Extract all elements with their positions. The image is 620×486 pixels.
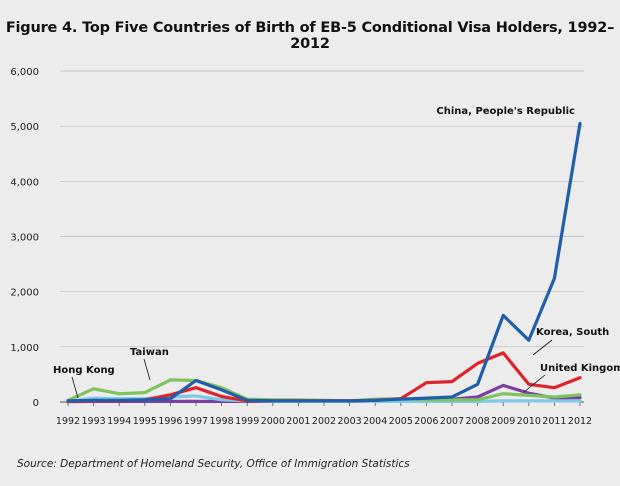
label-leader-line [523,374,546,393]
x-tick-label: 2002 [312,416,336,427]
x-tick-label: 2004 [363,416,387,427]
x-tick-label: 1998 [210,416,234,427]
series-label: Korea, South [536,327,609,338]
y-tick-label: 4,000 [10,177,39,188]
x-tick-label: 2007 [440,416,464,427]
x-tick-label: 2000 [261,416,285,427]
series-label: Hong Kong [53,365,115,376]
label-leader-line [143,358,151,381]
series-labels: China, People's Republic Korea, South Unit… [53,106,620,399]
y-tick-label: 1,000 [10,343,39,354]
y-tick-label: 6,000 [10,67,39,78]
chart-title: Figure 4. Top Five Countries of Birth of… [5,20,615,52]
x-tick-label: 2001 [286,416,310,427]
series-label: Taiwan [130,347,169,358]
series-label: China, People's Republic [436,106,575,117]
x-tick-label: 1993 [82,416,106,427]
x-tick-label: 2008 [466,416,490,427]
x-tick-label: 1997 [184,416,208,427]
x-tick-label: 2011 [542,416,566,427]
y-tick-label: 3,000 [10,233,39,244]
source-note: Source: Department of Homeland Security,… [17,458,410,470]
x-tick-label: 1992 [56,416,80,427]
series-lines [66,121,582,404]
x-tick-label: 1996 [158,416,182,427]
x-tick-label: 1994 [107,416,131,427]
x-tick-label: 1999 [235,416,259,427]
y-axis: 0 1,000 2,000 3,000 4,000 5,000 6,000 [10,67,39,409]
x-tick-label: 1995 [133,416,157,427]
x-tick-label: 2012 [568,416,592,427]
x-tick-label: 2003 [338,416,362,427]
y-tick-label: 5,000 [10,122,39,133]
x-tick-label: 2010 [517,416,541,427]
x-tick-label: 2009 [491,416,515,427]
x-tick-label: 2005 [389,416,413,427]
y-tick-label: 2,000 [10,288,39,299]
label-leader-line [532,339,553,356]
y-tick-label: 0 [33,398,39,409]
x-tick-label: 2006 [414,416,438,427]
series-line-china-people-s-republic [66,121,582,403]
label-leader-line [71,376,79,399]
series-label: United Kingom [540,363,620,374]
x-axis: 1992 1993 1994 1995 1996 1997 1998 1999 2000 2001… [56,402,592,427]
